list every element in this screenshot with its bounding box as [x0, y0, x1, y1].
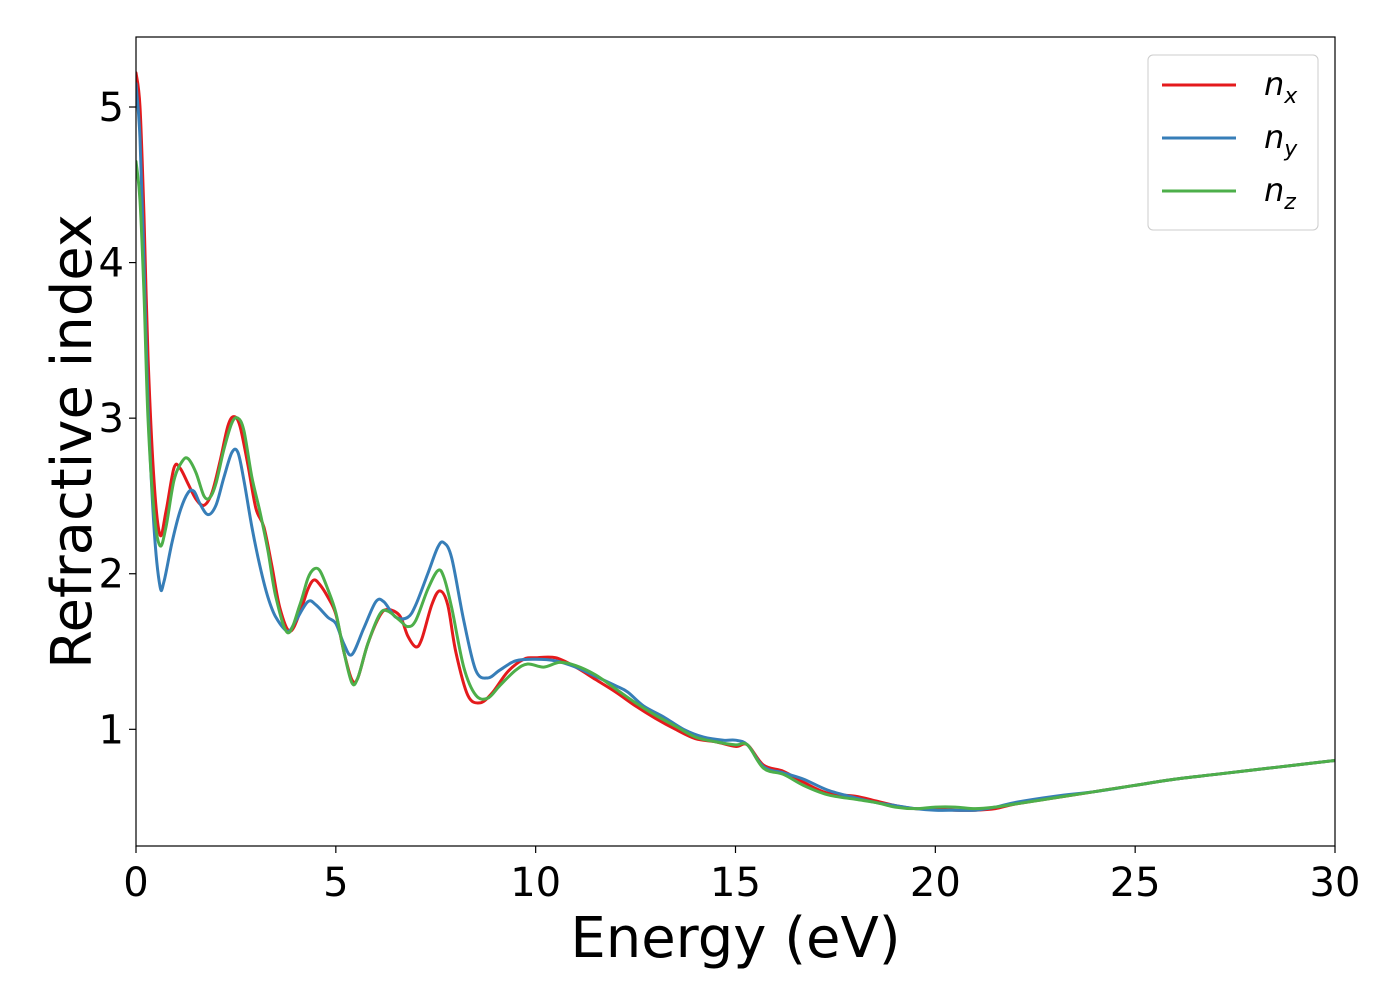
- x-tick-label: 30: [1310, 860, 1361, 906]
- legend-box: [1147, 54, 1319, 231]
- x-tick-label: 10: [510, 860, 561, 906]
- legend-label-ny: ny: [1264, 118, 1298, 162]
- x-tick-label: 5: [323, 860, 348, 906]
- x-tick-label: 25: [1110, 860, 1161, 906]
- legend-label-nz: nz: [1264, 171, 1296, 215]
- y-tick-label: 4: [99, 241, 124, 287]
- series-layer: [136, 71, 1335, 812]
- legend-label-nx: nx: [1264, 65, 1298, 109]
- y-axis-ticks: 1 2 3 4 5: [99, 85, 136, 753]
- x-tick-label: 20: [910, 860, 961, 906]
- x-tick-label: 15: [710, 860, 761, 906]
- y-tick-label: 2: [99, 552, 124, 598]
- x-axis-label: Energy (eV): [570, 906, 900, 971]
- y-tick-label: 1: [99, 707, 124, 753]
- series-line-nz: [136, 159, 1335, 811]
- y-tick-label: 5: [99, 85, 124, 131]
- y-axis-label: Refractive index: [40, 214, 105, 669]
- x-tick-label: 0: [123, 860, 148, 906]
- y-tick-label: 3: [99, 396, 124, 442]
- x-axis-ticks: 0 5 10 15 20 25 30: [123, 846, 1360, 906]
- legend: nx ny nz: [1147, 54, 1319, 231]
